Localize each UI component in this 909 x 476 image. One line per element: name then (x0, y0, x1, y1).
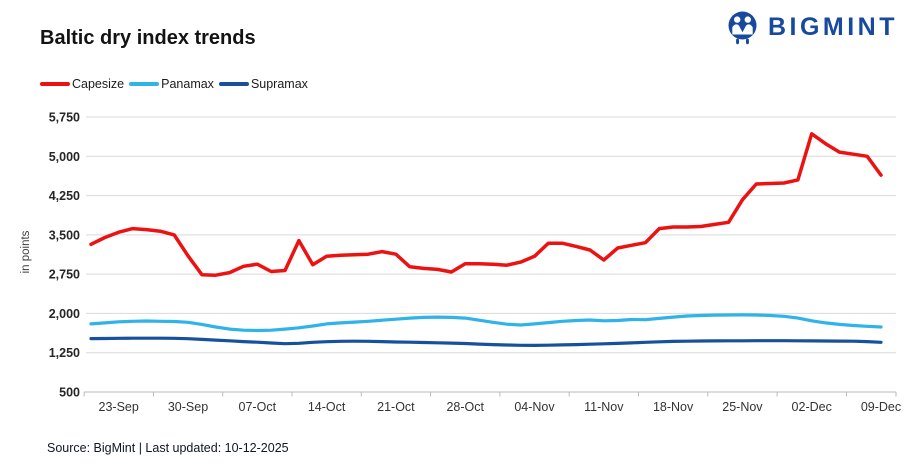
x-axis-tick-label: 28-Oct (446, 400, 484, 414)
capesize-line-swatch (40, 82, 70, 86)
x-axis-tick-label: 25-Nov (722, 400, 763, 414)
series-panamax-line (89, 313, 883, 333)
x-axis-tick-label: 09-Dec (861, 400, 901, 414)
y-axis-tick-label: 2,000 (49, 307, 80, 321)
bigmint-emblem-icon (728, 11, 757, 45)
chart-legend: Capesize Panamax Supramax (40, 77, 308, 91)
legend-label-panamax: Panamax (161, 77, 214, 91)
y-axis-tick-label: 5,000 (49, 150, 80, 164)
legend-item-supramax: Supramax (218, 77, 308, 91)
y-axis-tick-label: 500 (59, 386, 80, 400)
supramax-line-swatch (218, 82, 249, 86)
x-axis-tick-label: 14-Oct (308, 400, 346, 414)
y-axis-tick-label: 4,250 (49, 189, 80, 203)
y-axis-tick-label: 3,500 (49, 228, 80, 242)
y-axis-tick-label: 1,250 (49, 346, 80, 360)
y-axis-tick-label: 5,750 (49, 111, 80, 125)
bigmint-logo: BIGMINT (726, 10, 898, 45)
x-axis-tick-label: 30-Sep (168, 400, 208, 414)
legend-item-panamax: Panamax (129, 77, 214, 91)
legend-label-supramax: Supramax (250, 77, 308, 91)
x-axis-tick-label: 21-Oct (377, 400, 415, 414)
x-axis-tick-label: 18-Nov (653, 400, 694, 414)
source-note: Source: BigMint | Last updated: 10-12-20… (47, 441, 289, 455)
bigmint-logo-text: BIGMINT (767, 13, 898, 41)
legend-label-capesize: Capesize (72, 77, 125, 91)
x-axis-tick-label: 23-Sep (99, 400, 139, 414)
x-axis-tick-label: 02-Dec (792, 400, 832, 414)
x-axis-tick-label: 07-Oct (239, 400, 277, 414)
series-capesize-line (89, 132, 883, 277)
legend-item-capesize: Capesize (40, 77, 124, 91)
panamax-line-swatch (129, 82, 160, 86)
x-axis-tick-label: 04-Nov (514, 400, 555, 414)
y-axis-tick-label: 2,750 (49, 268, 80, 282)
chart-title: Baltic dry index trends (40, 27, 256, 49)
series-supramax-line (89, 336, 883, 347)
x-axis-tick-label: 11-Nov (584, 400, 624, 414)
